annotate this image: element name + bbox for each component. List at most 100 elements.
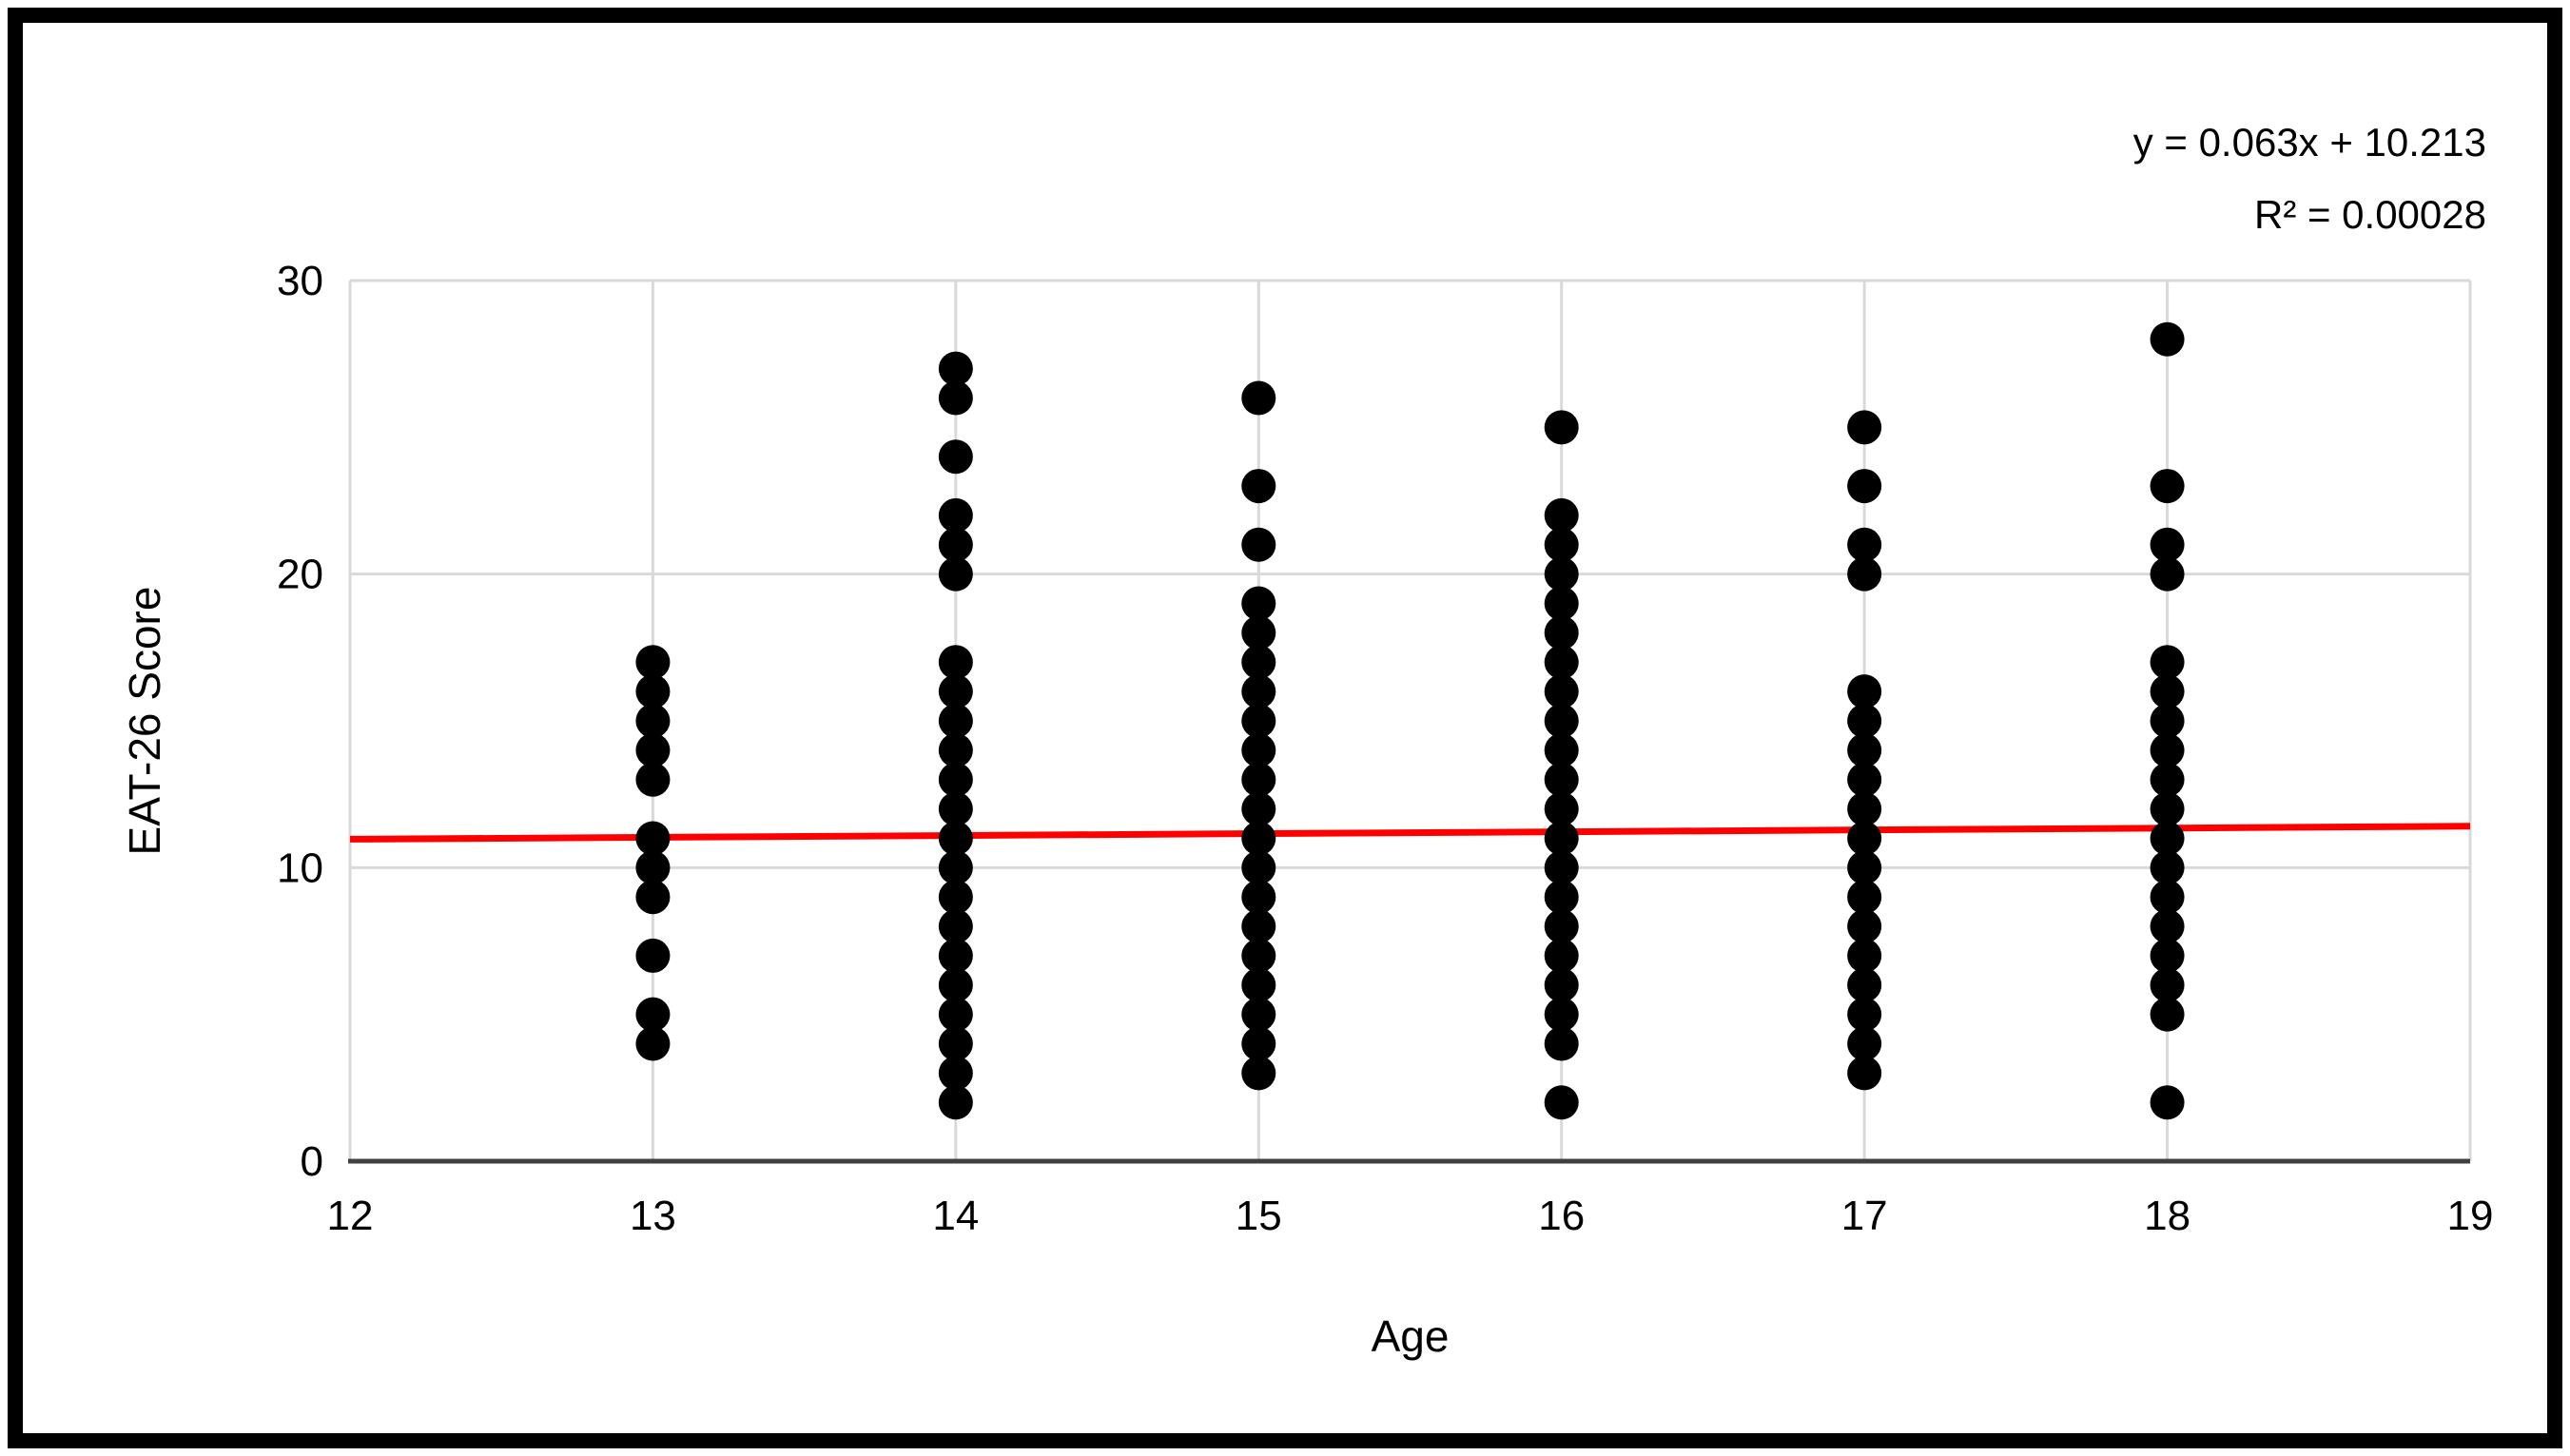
data-point [1241,586,1276,621]
x-tick-label: 16 [1538,1193,1585,1239]
data-point [1847,469,1882,504]
trendline-equation-label: y = 0.063x + 10.213 [2132,120,2486,165]
x-tick-label: 12 [327,1193,374,1239]
data-point [1544,615,1579,650]
data-point [2150,850,2185,885]
data-point [2150,469,2185,504]
data-point [2150,997,2185,1032]
data-point [1847,556,1882,592]
data-point [1544,791,1579,826]
data-point [938,850,973,885]
data-point [1544,645,1579,680]
data-point [2150,704,2185,738]
data-point [1847,997,1882,1032]
y-tick-label: 20 [277,552,323,598]
data-point [635,821,671,856]
data-point [1847,674,1882,709]
data-point [1544,556,1579,592]
data-point [2150,938,2185,973]
data-point [1847,850,1882,885]
data-point [1241,938,1276,973]
y-tick-label: 0 [301,1138,323,1185]
data-point [938,645,973,680]
data-point [635,704,671,738]
page-border [8,8,2562,1448]
data-point [1847,821,1882,856]
data-point [1847,704,1882,738]
data-point [2150,674,2185,709]
y-tick-label: 10 [277,844,323,891]
x-tick-label: 19 [2447,1193,2494,1239]
data-point [1847,967,1882,1002]
data-point [1544,938,1579,973]
data-point [938,380,973,416]
data-point [1241,821,1276,856]
data-point [1847,938,1882,973]
data-point [1544,762,1579,797]
data-point [635,850,671,885]
data-point [1241,967,1276,1002]
data-point [1544,880,1579,915]
data-point [1544,1026,1579,1061]
data-point [1544,586,1579,621]
data-point [938,439,973,475]
x-tick-label: 18 [2144,1193,2190,1239]
data-point [1544,732,1579,767]
trendline [349,823,2471,843]
data-point [1241,732,1276,767]
trendline-annotation: y = 0.063x + 10.213 R² = 0.00028 [2133,107,2486,251]
data-point [1241,615,1276,650]
data-point [938,880,973,915]
data-point [1544,967,1579,1002]
data-point [1241,704,1276,738]
data-point [938,497,973,533]
data-point [1241,1056,1276,1091]
data-point [1544,997,1579,1032]
x-tick-label: 15 [1236,1193,1282,1239]
data-point [938,351,973,386]
data-point [1544,527,1579,562]
data-point [938,527,973,562]
x-tick-label: 13 [630,1193,676,1239]
x-tick-label: 17 [1841,1193,1888,1239]
data-point [1847,909,1882,944]
data-point [938,821,973,856]
data-point [938,556,973,592]
data-point [938,967,973,1002]
data-point [2150,821,2185,856]
data-point [938,704,973,738]
data-point [1847,732,1882,767]
data-point [1241,909,1276,944]
data-point [635,645,671,680]
data-point [635,674,671,709]
data-point [938,762,973,797]
data-point [1241,880,1276,915]
data-point [938,674,973,709]
data-point [1544,497,1579,533]
data-point [635,880,671,915]
data-point [1544,674,1579,709]
data-point [1847,1026,1882,1061]
data-point [1241,380,1276,416]
data-point [938,1056,973,1091]
data-point [1544,704,1579,738]
data-point [1241,674,1276,709]
y-axis-title: EAT-26 Score [120,586,169,856]
data-point [1544,821,1579,856]
data-point [2150,762,2185,797]
y-tick-label: 30 [277,258,323,304]
data-point [1241,850,1276,885]
data-point [2150,967,2185,1002]
data-point [1847,527,1882,562]
data-point [938,938,973,973]
data-point [2150,732,2185,767]
data-point [1241,1026,1276,1061]
data-point [635,732,671,767]
data-point [1241,762,1276,797]
data-point [635,762,671,797]
data-point [1847,880,1882,915]
data-point [1847,1056,1882,1091]
x-axis-title: Age [1371,1311,1450,1361]
